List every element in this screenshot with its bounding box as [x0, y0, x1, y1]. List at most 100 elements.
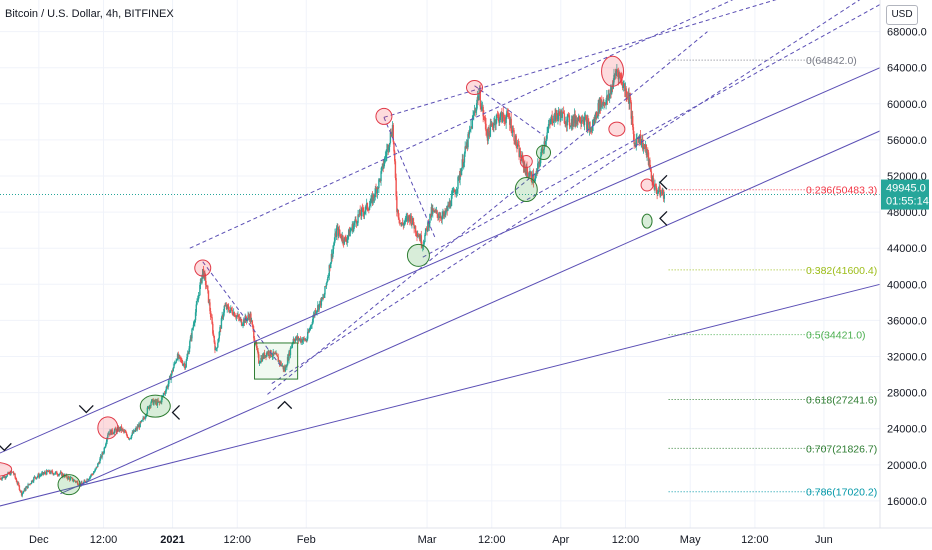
candle-body: [138, 424, 141, 428]
candle-body: [324, 286, 326, 295]
candle-body: [626, 96, 628, 98]
candle-body: [324, 286, 327, 287]
candle-body: [303, 337, 305, 339]
candle-body: [644, 144, 647, 149]
candle-body: [69, 477, 72, 480]
y-tick-label: 28000.0: [887, 388, 927, 400]
candle-body: [626, 97, 629, 99]
candle-body: [3, 476, 6, 478]
candle-body: [351, 224, 353, 230]
candle-body: [173, 363, 175, 368]
candle-body: [271, 356, 274, 357]
candle-body: [631, 116, 633, 119]
candle-body: [514, 140, 516, 145]
candle-body: [158, 401, 160, 403]
candle-body: [352, 224, 354, 231]
candle-body: [181, 359, 183, 363]
candle-body: [471, 118, 474, 129]
candle-body: [436, 210, 438, 215]
candle-body: [507, 112, 510, 117]
candle-body: [152, 399, 154, 405]
candle-body: [470, 126, 473, 129]
candle-body: [274, 353, 277, 355]
trendline: [0, 283, 881, 507]
candle-body: [281, 365, 284, 367]
candle-body: [341, 235, 343, 240]
candle-body: [574, 114, 576, 124]
candle-body: [286, 365, 288, 368]
candle-body: [207, 290, 210, 303]
candle-body: [150, 399, 153, 403]
y-tick-label: 48000.0: [887, 207, 927, 219]
candle-body: [61, 472, 63, 477]
candle-body: [384, 156, 387, 158]
candle-body: [167, 383, 169, 388]
candle-body: [96, 466, 98, 468]
consolidation-box: [254, 342, 299, 380]
candle-body: [528, 176, 530, 178]
candle-body: [510, 118, 512, 132]
candle-body: [60, 472, 62, 474]
trendline: [60, 130, 881, 495]
candle-body: [184, 363, 186, 369]
candle-body: [204, 272, 206, 277]
arrow-mark: [0, 442, 12, 452]
channel-line: [383, 0, 777, 118]
candle-body: [237, 315, 239, 317]
candle-body: [233, 312, 236, 317]
candle-body: [589, 126, 591, 133]
candle-body: [49, 472, 52, 474]
arrow-mark: [659, 210, 668, 226]
candle-body: [199, 284, 201, 296]
candle-body: [208, 302, 210, 304]
candle-body: [266, 352, 269, 354]
candle-body: [51, 471, 54, 474]
candle-body: [24, 488, 26, 491]
candle-body: [562, 112, 565, 114]
candle-body: [89, 476, 91, 479]
candle-body: [102, 452, 104, 454]
candle-body: [179, 355, 181, 357]
candle-body: [518, 145, 520, 157]
candle-body: [553, 114, 556, 122]
candle-body: [478, 90, 481, 93]
candle-body: [572, 116, 574, 127]
candle-body: [575, 120, 577, 124]
candle-body: [544, 140, 547, 145]
candle-body: [216, 347, 218, 349]
candle-body: [652, 178, 654, 182]
candle-body: [338, 229, 341, 234]
candle-body: [94, 469, 96, 472]
candle-body: [175, 360, 177, 363]
candle-body: [97, 462, 100, 464]
candle-body: [10, 471, 13, 473]
candle-body: [127, 437, 129, 439]
candle-body: [141, 419, 144, 421]
candle-body: [477, 97, 479, 100]
price-tag: 49945.0 01:55:14: [881, 179, 929, 210]
candle-body: [293, 339, 295, 341]
candle-body: [336, 227, 338, 229]
currency-button[interactable]: USD: [886, 5, 918, 25]
candle-body: [651, 178, 653, 182]
candle-body: [158, 401, 161, 403]
candle-body: [150, 402, 152, 407]
candle-body: [53, 473, 56, 475]
candle-body: [337, 227, 339, 236]
candle-body: [48, 470, 51, 473]
candle-body: [523, 164, 525, 168]
candle-body: [227, 306, 230, 311]
candle-body: [119, 427, 121, 431]
candle-body: [568, 115, 571, 126]
candle-body: [289, 351, 291, 356]
candle-body: [634, 143, 637, 148]
candle-body: [58, 474, 60, 476]
candle-body: [190, 336, 192, 339]
candle-body: [512, 129, 515, 131]
candle-body: [37, 474, 39, 477]
y-tick-label: 32000.0: [887, 352, 927, 364]
candle-body: [498, 115, 500, 123]
candle-body: [580, 122, 582, 124]
candle-body: [431, 207, 433, 214]
